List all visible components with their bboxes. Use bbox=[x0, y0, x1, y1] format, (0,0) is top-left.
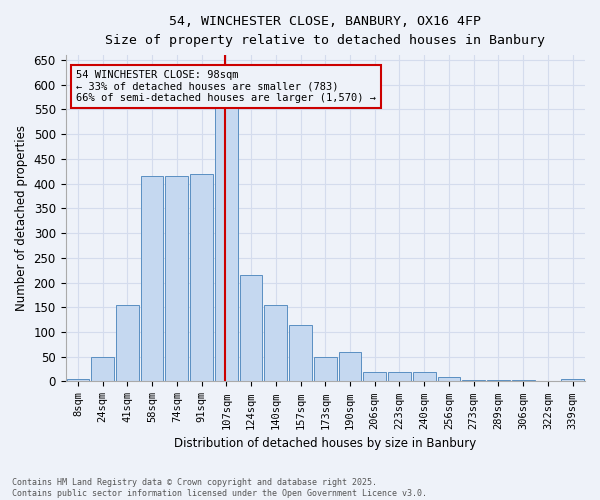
Bar bbox=[215, 80, 238, 382]
X-axis label: Distribution of detached houses by size in Banbury: Distribution of detached houses by size … bbox=[174, 437, 476, 450]
Bar bbox=[190, 174, 213, 382]
Bar bbox=[91, 356, 114, 382]
Bar bbox=[338, 352, 361, 382]
Bar bbox=[487, 380, 510, 382]
Y-axis label: Number of detached properties: Number of detached properties bbox=[15, 126, 28, 312]
Bar bbox=[437, 376, 460, 382]
Bar bbox=[388, 372, 411, 382]
Bar bbox=[67, 379, 89, 382]
Title: 54, WINCHESTER CLOSE, BANBURY, OX16 4FP
Size of property relative to detached ho: 54, WINCHESTER CLOSE, BANBURY, OX16 4FP … bbox=[105, 15, 545, 47]
Bar bbox=[413, 372, 436, 382]
Text: 54 WINCHESTER CLOSE: 98sqm
← 33% of detached houses are smaller (783)
66% of sem: 54 WINCHESTER CLOSE: 98sqm ← 33% of deta… bbox=[76, 70, 376, 103]
Bar bbox=[141, 176, 163, 382]
Bar bbox=[561, 379, 584, 382]
Bar bbox=[463, 380, 485, 382]
Bar bbox=[116, 305, 139, 382]
Bar bbox=[289, 324, 312, 382]
Bar bbox=[364, 372, 386, 382]
Text: Contains HM Land Registry data © Crown copyright and database right 2025.
Contai: Contains HM Land Registry data © Crown c… bbox=[12, 478, 427, 498]
Bar bbox=[512, 380, 535, 382]
Bar bbox=[265, 305, 287, 382]
Bar bbox=[166, 176, 188, 382]
Bar bbox=[239, 275, 262, 382]
Bar bbox=[314, 356, 337, 382]
